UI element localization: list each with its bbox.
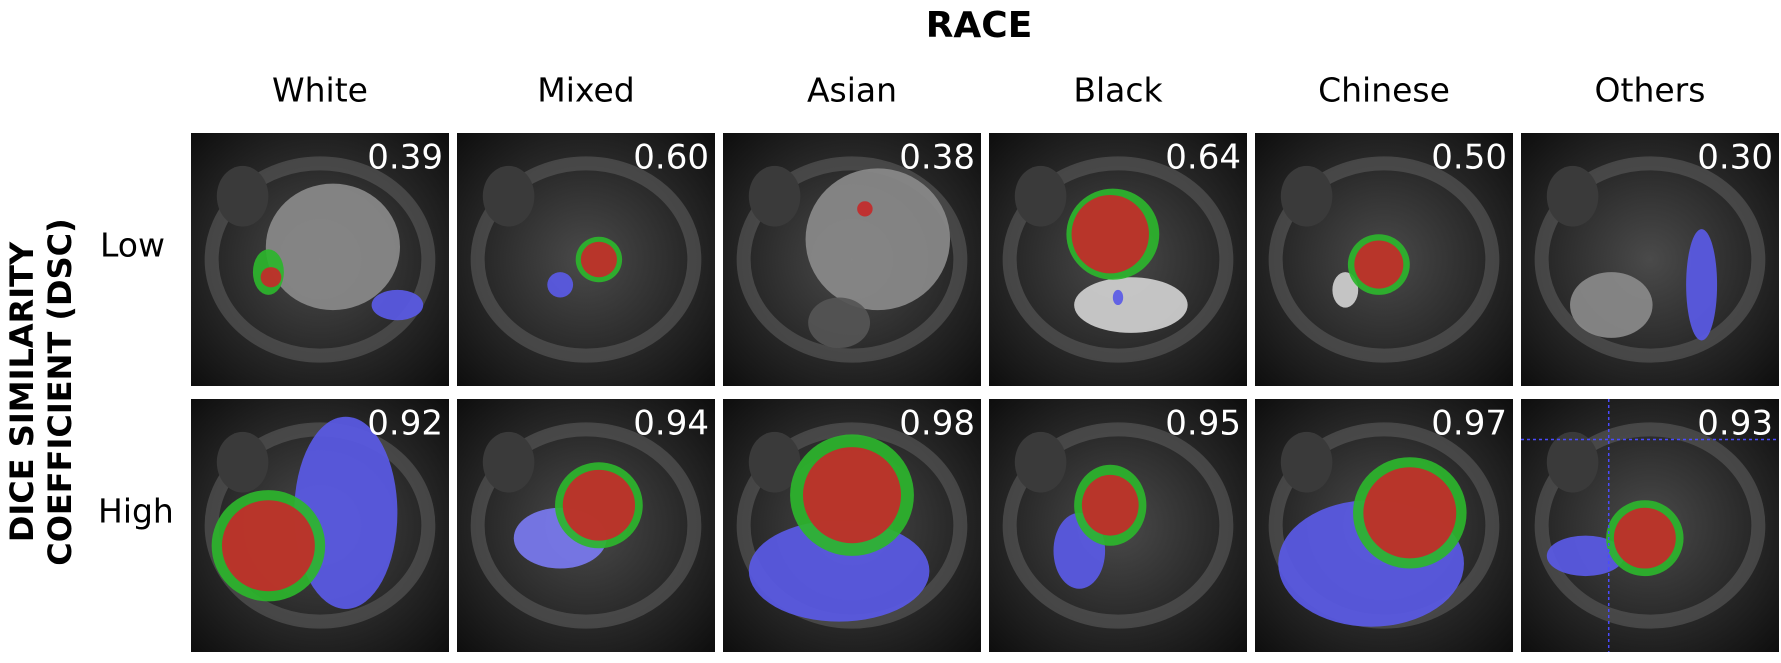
mri-panel: 0.60 [457,133,715,386]
segmentation [1686,229,1718,341]
mri-panel: 0.93 [1521,399,1779,652]
tissue [748,165,801,227]
mri-panel: 0.98 [723,399,981,652]
mri-panel: 0.92 [191,399,449,652]
panel-content [723,133,981,386]
dsc-value: 0.64 [1165,138,1241,178]
panel-content [723,399,981,652]
tissue [470,422,702,629]
y-title-line: DICE SIMILARITY [3,241,41,542]
segmentation [805,168,951,311]
column-label: Others [1595,71,1706,110]
segmentation [1071,194,1149,274]
panel-content [191,399,449,652]
segmentation [808,297,871,349]
segmentation [1354,240,1404,289]
row-label: Low [100,225,165,264]
mri-panel: 0.64 [989,133,1247,386]
column-label: Black [1073,71,1163,110]
dsc-value: 0.95 [1165,404,1241,444]
mri-panel: 0.38 [723,133,981,386]
panel-content [1255,133,1513,386]
panel-content [457,399,715,652]
tissue [1268,156,1500,363]
segmentation [547,272,574,298]
tissue [736,422,968,629]
mri-panel: 0.97 [1255,399,1513,652]
segmentation [1081,474,1139,536]
segmentation [371,289,424,321]
dsc-value: 0.98 [899,404,975,444]
segmentation [1546,535,1625,577]
dsc-value: 0.93 [1697,404,1773,444]
tissue [482,165,535,227]
tissue [204,156,436,363]
panel-content [1255,399,1513,652]
y-title: DICE SIMILARITY COEFFICIENT (DSC) [3,218,79,566]
dsc-value: 0.50 [1431,138,1507,178]
tissue [1534,156,1766,363]
tissue [1002,156,1234,363]
figure-title: RACE [926,5,1033,46]
tissue [1280,165,1333,227]
tissue [204,422,436,629]
segmentation [857,201,873,217]
tissue [470,156,702,363]
dsc-value: 0.60 [633,138,709,178]
segmentation [1363,467,1457,559]
panel-content [191,133,449,386]
tissue [1546,165,1599,227]
tissue [1014,165,1067,227]
segmentation [265,183,400,311]
dsc-value: 0.97 [1431,404,1507,444]
mri-panel: 0.94 [457,399,715,652]
segmentation [1570,272,1653,338]
segmentation [1112,289,1124,306]
column-label: White [272,71,368,110]
column-label: Asian [807,71,897,110]
row-label: High [98,491,174,530]
segmentation [1074,277,1188,333]
segmentation [802,447,902,544]
tissue [1534,422,1766,629]
segmentation [1613,507,1676,569]
y-title-line: COEFFICIENT (DSC) [41,218,79,566]
tissue [216,165,269,227]
tissue [482,431,535,493]
panel-content [457,133,715,386]
panel-content [1521,399,1779,652]
tissue [1002,422,1234,629]
segmentation [562,469,636,541]
segmentation [221,500,315,592]
tissue [748,431,801,493]
dsc-value: 0.38 [899,138,975,178]
tissue [1014,431,1067,493]
segmentation [1332,272,1359,308]
dsc-value: 0.94 [633,404,709,444]
tissue [1546,431,1599,493]
segmentation [580,241,617,278]
column-label: Chinese [1318,71,1450,110]
column-label: Mixed [537,71,634,110]
dsc-value: 0.39 [367,138,443,178]
dsc-value: 0.30 [1697,138,1773,178]
mri-panel: 0.50 [1255,133,1513,386]
panel-content [1521,133,1779,386]
mri-panel: 0.39 [191,133,449,386]
mri-panel: 0.30 [1521,133,1779,386]
segmentation [260,267,282,288]
tissue [1280,431,1333,493]
panel-content [989,399,1247,652]
tissue [216,431,269,493]
panel-content [989,133,1247,386]
dsc-value: 0.92 [367,404,443,444]
mri-panel: 0.95 [989,399,1247,652]
tissue [736,156,968,363]
